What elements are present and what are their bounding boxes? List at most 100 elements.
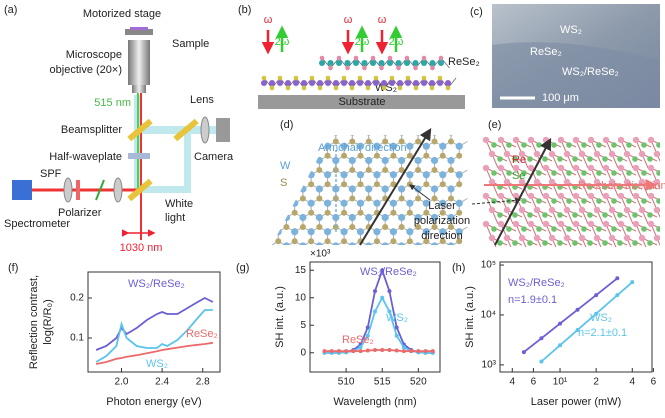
atom [348,185,356,193]
atom [641,170,647,176]
atom [382,167,389,173]
atom [415,224,422,230]
atom [395,60,402,66]
atom [548,234,556,242]
point [409,349,414,354]
atom [536,226,542,232]
point [558,321,563,326]
atom [602,136,610,144]
atom [345,65,350,71]
atom [647,164,655,172]
beamsplitter [127,118,153,142]
atom [307,228,315,236]
atom [647,156,653,162]
atom [274,228,282,236]
atom [275,209,282,216]
atom [324,209,331,216]
atom [587,136,595,144]
atom [291,228,299,236]
atom [389,142,398,150]
label: SPF [40,168,62,180]
point [558,343,563,348]
setup-diagram: (a) Motorized stage Sample Microscope ob… [4,4,234,254]
atom [405,75,411,81]
bond [435,127,443,132]
atom [557,212,563,218]
atom [587,212,593,218]
atom [349,253,355,259]
bond [245,184,253,189]
y-tick-label: 10⁴ [481,310,496,321]
bond [272,183,279,190]
atom [512,240,518,246]
atom [431,195,438,202]
atom [381,80,387,86]
series-line [540,281,633,363]
atom [291,152,298,159]
atom [293,80,299,86]
bond [277,141,287,147]
atom [316,167,323,173]
atom [348,135,356,136]
atom [373,142,381,150]
atom [332,195,339,202]
atom [641,226,647,232]
atom [518,206,526,214]
point [373,348,377,352]
bond [245,156,253,161]
atom [283,224,290,230]
atom [623,150,631,158]
atom [447,195,454,202]
atom [353,55,359,61]
atom [445,85,451,91]
atom [542,156,548,162]
atom [566,170,572,176]
atom [632,164,640,172]
atom [333,253,339,259]
series-label: WS₂ [386,312,408,324]
atom [587,164,595,172]
atom [414,213,422,222]
atom [349,80,355,86]
atom [406,238,413,245]
atom [250,242,257,249]
atom [406,152,413,159]
laser-axis [494,137,552,246]
label: Re-chain direction [578,180,665,192]
atom [349,85,355,91]
atom [521,142,527,148]
atom [285,80,291,86]
atom [455,142,463,150]
atom [611,226,617,232]
atom [340,228,348,236]
atom [437,75,443,81]
atom [413,80,419,86]
atom [482,164,490,172]
atom [341,75,347,81]
atom [536,198,542,204]
y-axis-label: SH int. (a.u.) [464,286,476,348]
plot-frame [499,261,653,373]
atom [414,185,422,193]
atom [503,234,511,242]
atom [325,75,331,81]
bond [277,212,287,218]
rese2-lattice [482,136,660,247]
lattice-labels: (d) Armchair direction W S Laser polariz… [280,119,665,246]
atom [285,85,291,91]
bond [402,127,410,132]
bond [277,198,287,204]
y-tick-label: 15 [295,265,307,276]
atom [307,142,315,150]
y-tick-label: 0.2 [70,293,84,304]
atom [611,142,617,148]
atom [566,226,572,232]
series-label: WS₂ [590,312,612,324]
atom [497,212,503,218]
atom [542,164,550,172]
point [365,333,370,338]
atom [316,224,323,230]
bond [254,142,262,147]
y-tick-label: 10 [295,292,307,303]
atom [323,199,332,207]
